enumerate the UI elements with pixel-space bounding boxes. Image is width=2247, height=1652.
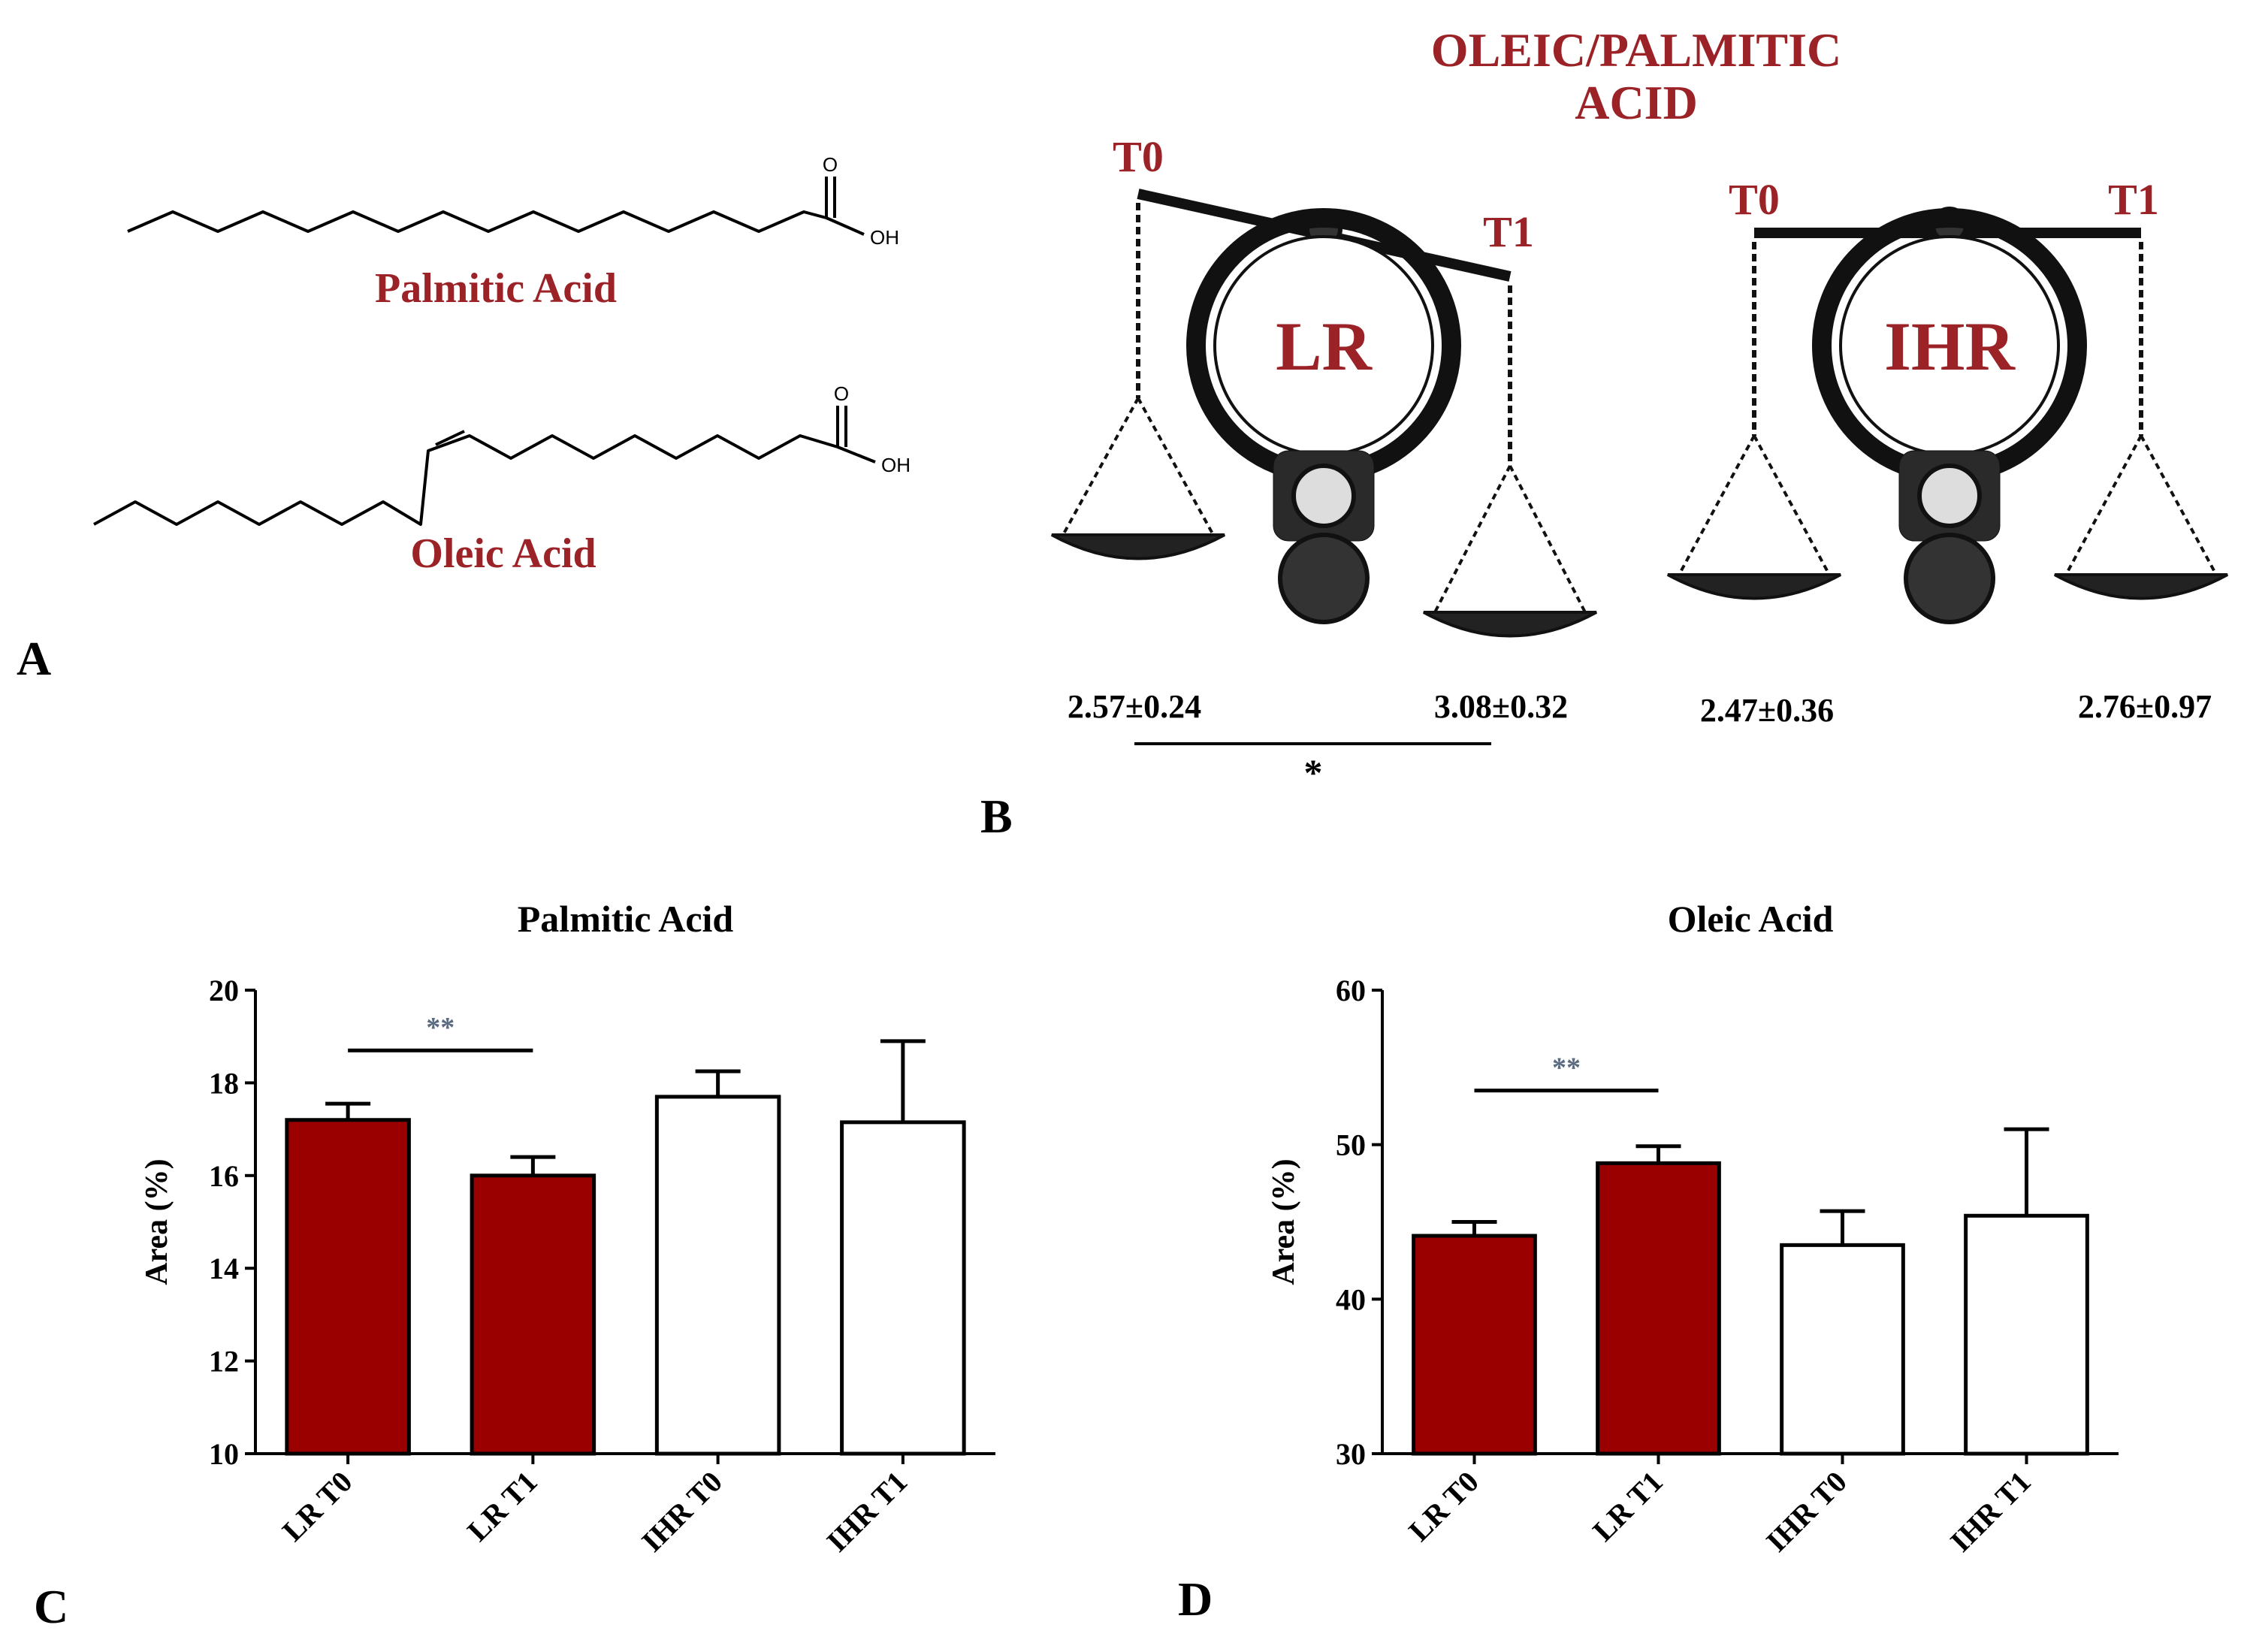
ihr-t1-cord-right bbox=[2140, 435, 2218, 575]
ihr-t1-cord-left bbox=[2064, 435, 2143, 575]
bar bbox=[1412, 1234, 1537, 1456]
panel-label-b: B bbox=[980, 790, 1013, 843]
lr-t1-value: 3.08±0.32 bbox=[1434, 688, 1568, 725]
lr-base-knob bbox=[1278, 533, 1370, 624]
ihr-lock-dial bbox=[1917, 464, 1982, 528]
y-tick-label: 16 bbox=[209, 1159, 239, 1193]
lr-name: LR bbox=[1276, 308, 1373, 385]
ihr-t0-label: T0 bbox=[1729, 175, 1780, 224]
x-tick-label: LR T0 bbox=[276, 1465, 359, 1548]
bar bbox=[1596, 1161, 1721, 1456]
x-tick-label: IHR T0 bbox=[1759, 1465, 1853, 1559]
lr-t1-cord-left bbox=[1433, 465, 1512, 613]
ihr-t0-cord-right bbox=[1753, 435, 1831, 575]
ihr-t0-cord-left bbox=[1678, 435, 1756, 575]
panel-label-a: A bbox=[17, 632, 51, 685]
y-tick-label: 14 bbox=[209, 1252, 239, 1285]
bar bbox=[840, 1120, 966, 1456]
y-tick-label: 60 bbox=[1336, 974, 1366, 1007]
y-axis-label: Area (%) bbox=[140, 1158, 174, 1285]
x-tick-label: IHR T0 bbox=[635, 1465, 729, 1559]
palmitic-hydroxyl-bond bbox=[826, 216, 865, 236]
y-tick-label: 20 bbox=[209, 974, 239, 1007]
x-tick-label: LR T1 bbox=[461, 1465, 544, 1548]
y-tick-label: 18 bbox=[209, 1066, 239, 1100]
ratio-title-line2: ACID bbox=[1575, 76, 1698, 129]
lr-significance-star: * bbox=[1304, 751, 1323, 793]
y-tick-label: 40 bbox=[1336, 1282, 1366, 1316]
x-tick-label: LR T0 bbox=[1402, 1465, 1485, 1548]
lr-lock-dial bbox=[1291, 464, 1356, 528]
panel-a-text: O OH Palmitic Acid O OH Oleic Acid A bbox=[17, 153, 911, 685]
lr-t0-pan bbox=[1051, 533, 1225, 560]
significance-label: ** bbox=[426, 1012, 455, 1043]
palmitic-carbonyl-o: O bbox=[823, 153, 838, 176]
lr-t0-label: T0 bbox=[1113, 132, 1164, 181]
lr-t1-pan bbox=[1423, 611, 1597, 638]
ihr-name: IHR bbox=[1884, 308, 2016, 385]
oleic-carbonyl-o: O bbox=[834, 382, 849, 405]
oleic-acid-label: Oleic Acid bbox=[410, 530, 596, 577]
lr-t1-cord-right bbox=[1509, 465, 1587, 613]
significance-label: ** bbox=[1552, 1053, 1581, 1084]
ihr-t0-pan bbox=[1667, 573, 1841, 600]
panel-b: OLEIC/PALMITIC ACID LR T0 T1 bbox=[980, 23, 2228, 843]
palmitic-acid-label: Palmitic Acid bbox=[375, 265, 617, 312]
ihr-t1-pan bbox=[2054, 573, 2228, 600]
oleic-hydroxyl-bond bbox=[837, 445, 876, 464]
ihr-base-knob bbox=[1904, 533, 1995, 624]
ihr-t0-value: 2.47±0.36 bbox=[1700, 692, 1834, 729]
x-tick-label: LR T1 bbox=[1586, 1465, 1669, 1548]
x-tick-label: IHR T1 bbox=[1943, 1465, 2037, 1559]
palmitic-hydroxyl: OH bbox=[870, 226, 899, 249]
bar bbox=[1964, 1213, 2089, 1456]
palmitic-acid-chart: Palmitic Acid 10 12 14 16 18 20 Area (%) LR T0 LR… bbox=[140, 898, 995, 1558]
bar bbox=[285, 1118, 411, 1456]
ihr-t1-value: 2.76±0.97 bbox=[2078, 688, 2212, 725]
oleic-chain bbox=[93, 434, 838, 526]
panel-label-c: C bbox=[34, 1580, 68, 1633]
y-tick-label: 10 bbox=[209, 1437, 239, 1471]
y-tick-label: 12 bbox=[209, 1345, 239, 1379]
bar bbox=[1780, 1243, 1905, 1456]
oleic-acid-chart: Oleic Acid 30 40 50 60 Area (%) LR T0 LR T1 IHR … bbox=[1267, 898, 2119, 1558]
y-tick-label: 30 bbox=[1336, 1437, 1366, 1471]
lr-scale bbox=[1051, 189, 1597, 638]
panel-a bbox=[93, 177, 876, 526]
panel-label-d: D bbox=[1178, 1572, 1213, 1626]
ihr-t1-label: T1 bbox=[2108, 175, 2159, 224]
lr-t1-label: T1 bbox=[1483, 207, 1534, 256]
ratio-title-line1: OLEIC/PALMITIC bbox=[1431, 23, 1841, 77]
oleic-cis-double-bond bbox=[435, 430, 465, 446]
y-tick-label: 50 bbox=[1336, 1128, 1366, 1162]
chart-title: Oleic Acid bbox=[1668, 898, 1834, 940]
palmitic-chain bbox=[127, 210, 827, 233]
bar bbox=[654, 1095, 781, 1456]
lr-t0-cord-left bbox=[1062, 397, 1140, 536]
chart-title: Palmitic Acid bbox=[518, 898, 734, 940]
lr-t0-cord-right bbox=[1137, 397, 1215, 536]
x-tick-label: IHR T1 bbox=[820, 1465, 914, 1559]
lr-t0-value: 2.57±0.24 bbox=[1068, 688, 1201, 725]
ihr-scale bbox=[1667, 207, 2228, 624]
oleic-hydroxyl: OH bbox=[881, 454, 911, 476]
y-axis-label: Area (%) bbox=[1267, 1158, 1301, 1285]
bar bbox=[470, 1173, 596, 1456]
